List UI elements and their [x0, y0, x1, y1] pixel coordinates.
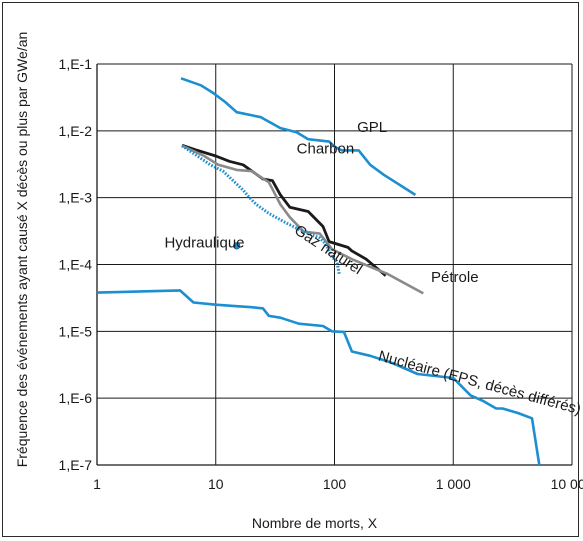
y-tick-label: 1,E-4: [59, 257, 93, 273]
axes: [96, 64, 572, 466]
x-tick-label: 1 000: [436, 476, 471, 492]
series-line: [180, 77, 417, 196]
annotation-label: GPL: [357, 119, 387, 136]
y-tick-label: 1,E-7: [59, 457, 93, 473]
x-tick-label: 100: [323, 476, 347, 492]
y-tick-label: 1,E-2: [59, 123, 93, 139]
annotation-label: Charbon: [297, 140, 355, 157]
series-line: [181, 144, 424, 295]
y-tick-label: 1,E-6: [59, 390, 93, 406]
chart-frame: [2, 2, 579, 537]
series-line: [181, 143, 387, 277]
annotation-label: Nucléaire (EPS, décès différés): [376, 348, 582, 419]
tick-labels: 1 10 100 1 000 10 000 1,E-7 1,E-6 1,E-5 1,E-4 1,E…: [59, 56, 583, 492]
y-tick-label: 1,E-3: [59, 190, 93, 206]
annotation-label: Hydraulique: [164, 234, 244, 251]
series-line: [96, 289, 541, 466]
series-line: [181, 144, 341, 276]
grid-lines: [96, 63, 573, 466]
y-tick-label: 1,E-1: [59, 56, 93, 72]
data-point: [233, 242, 241, 250]
x-tick-label: 10: [208, 476, 224, 492]
data-points: [233, 242, 241, 250]
annotation-label: Pétrole: [431, 269, 479, 286]
annotation-label: Gaz naturel: [291, 222, 365, 278]
x-axis-label: Nombre de morts, X: [252, 515, 378, 531]
x-tick-label: 10 000: [551, 476, 583, 492]
y-tick-label: 1,E-5: [59, 323, 93, 339]
y-axis-label: Fréquence des événements ayant causé X d…: [14, 32, 30, 468]
series-lines: [96, 77, 541, 466]
x-tick-label: 1: [93, 476, 101, 492]
